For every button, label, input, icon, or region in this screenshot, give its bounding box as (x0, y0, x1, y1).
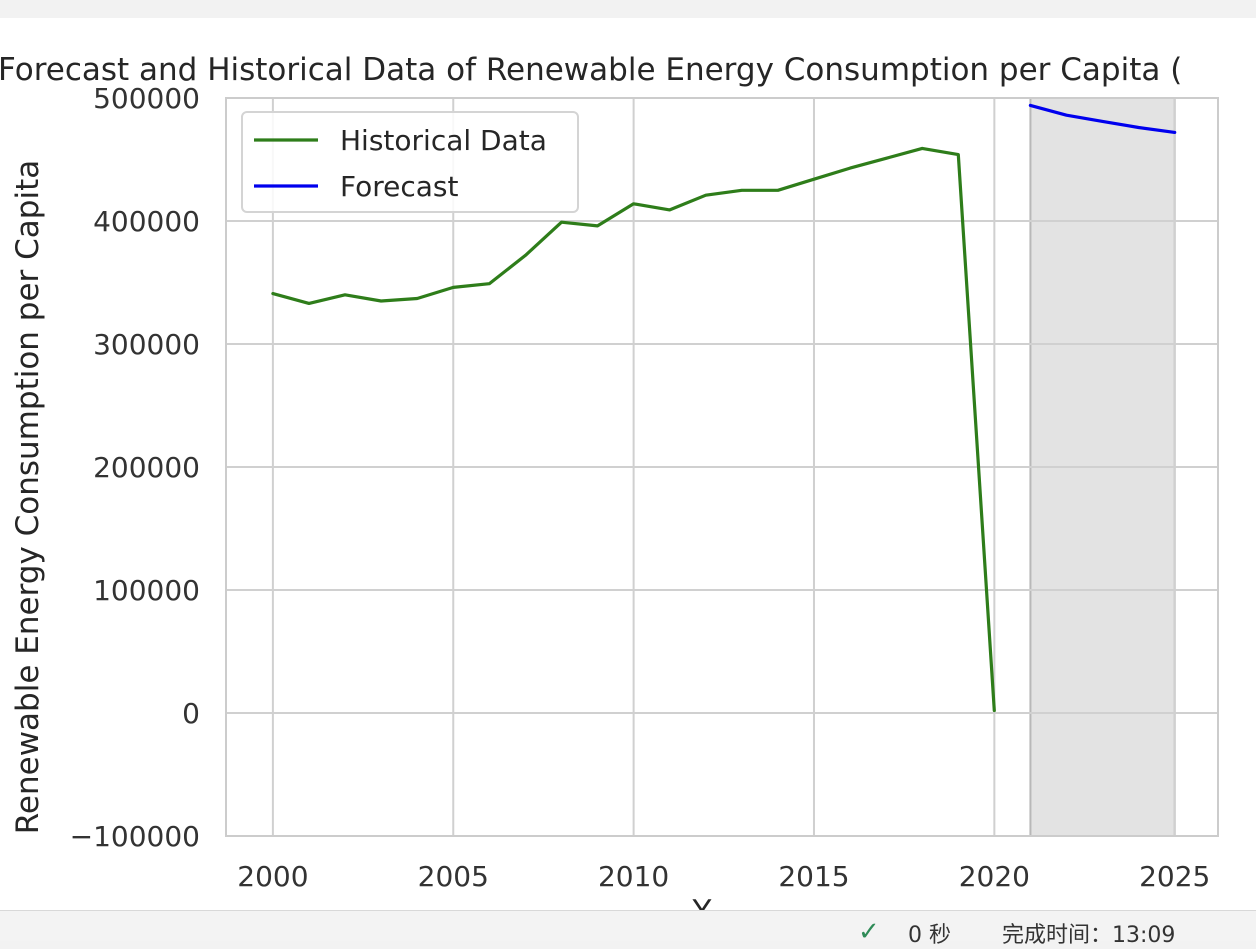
y-tick-label: 400000 (93, 205, 200, 238)
y-tick-label: 500000 (93, 82, 200, 115)
chart-title: Forecast and Historical Data of Renewabl… (0, 52, 1182, 88)
plot-frame (225, 97, 1219, 837)
y-axis-label: Renewable Energy Consumption per Capita (10, 160, 46, 835)
status-bar: ✓ 0 秒 完成时间：13:09 (0, 910, 1256, 948)
series-line-forecast (1028, 103, 1177, 135)
check-icon: ✓ (858, 917, 880, 947)
x-tick-label: 2005 (418, 860, 489, 893)
series-line-historical-data (271, 146, 996, 713)
x-tick-label: 2025 (1139, 860, 1210, 893)
x-tick-label: 2020 (959, 860, 1030, 893)
completion-time: 完成时间：13:09 (1002, 923, 1176, 948)
execution-duration: 0 秒 (908, 923, 951, 948)
legend-entry-label: Forecast (340, 170, 459, 203)
legend-box (241, 111, 579, 213)
y-tick-label: 200000 (93, 451, 200, 484)
y-tick-label: 300000 (93, 328, 200, 361)
chart: 2000 2005 2010 2015 2020 2025 −100000 0 100000 20… (0, 52, 1219, 910)
x-tick-label: 2010 (598, 860, 669, 893)
y-tick-label: 100000 (93, 574, 200, 607)
x-tick-label: 2015 (778, 860, 849, 893)
y-tick-label: 0 (182, 697, 200, 730)
y-tick-label: −100000 (70, 820, 200, 853)
legend-entry-label: Historical Data (340, 124, 547, 157)
x-axis-label: Y (692, 894, 712, 910)
output-cell: 2000 2005 2010 2015 2020 2025 −100000 0 100000 20… (0, 18, 1256, 910)
legend: Historical Data Forecast (241, 111, 579, 213)
x-tick-label: 2000 (237, 860, 308, 893)
